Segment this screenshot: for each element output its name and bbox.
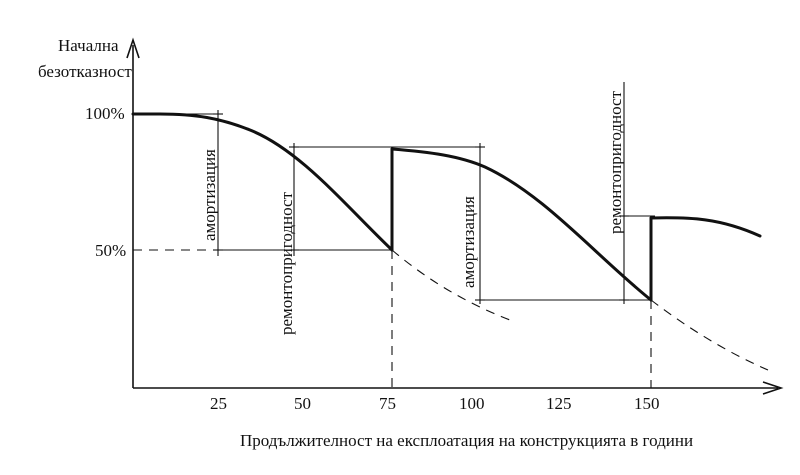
label-amortization-1: амортизация — [200, 149, 219, 241]
label-repairability-1: ремонтопригодност — [277, 191, 296, 335]
y-axis-title-line2: безотказност — [38, 62, 132, 81]
dashed-extension-curve-1 — [391, 249, 511, 321]
curve-segment-1 — [131, 112, 394, 252]
curve-segment-2 — [390, 147, 653, 302]
x-tick-50: 50 — [294, 394, 311, 413]
x-tick-150: 150 — [634, 394, 660, 413]
x-tick-25: 25 — [210, 394, 227, 413]
reliability-curve — [131, 112, 762, 302]
dashed-extension-curve-2 — [650, 299, 769, 371]
label-repairability-2: ремонтопригодност — [606, 90, 625, 234]
x-axis-arrow — [762, 381, 784, 395]
x-tick-75: 75 — [379, 394, 396, 413]
x-axis-title: Продължителност на експлоатация на конст… — [240, 431, 693, 450]
x-tick-100: 100 — [459, 394, 485, 413]
y-tick-50: 50% — [95, 241, 126, 260]
y-axis-arrow — [126, 37, 140, 59]
axes — [126, 37, 784, 395]
label-amortization-2: амортизация — [459, 196, 478, 288]
y-tick-100: 100% — [85, 104, 125, 123]
dashed-guides — [133, 249, 769, 388]
x-tick-125: 125 — [546, 394, 572, 413]
curve-segment-3 — [649, 216, 762, 238]
y-axis-title-line1: Начална — [58, 36, 119, 55]
tick-crosses — [213, 113, 629, 301]
